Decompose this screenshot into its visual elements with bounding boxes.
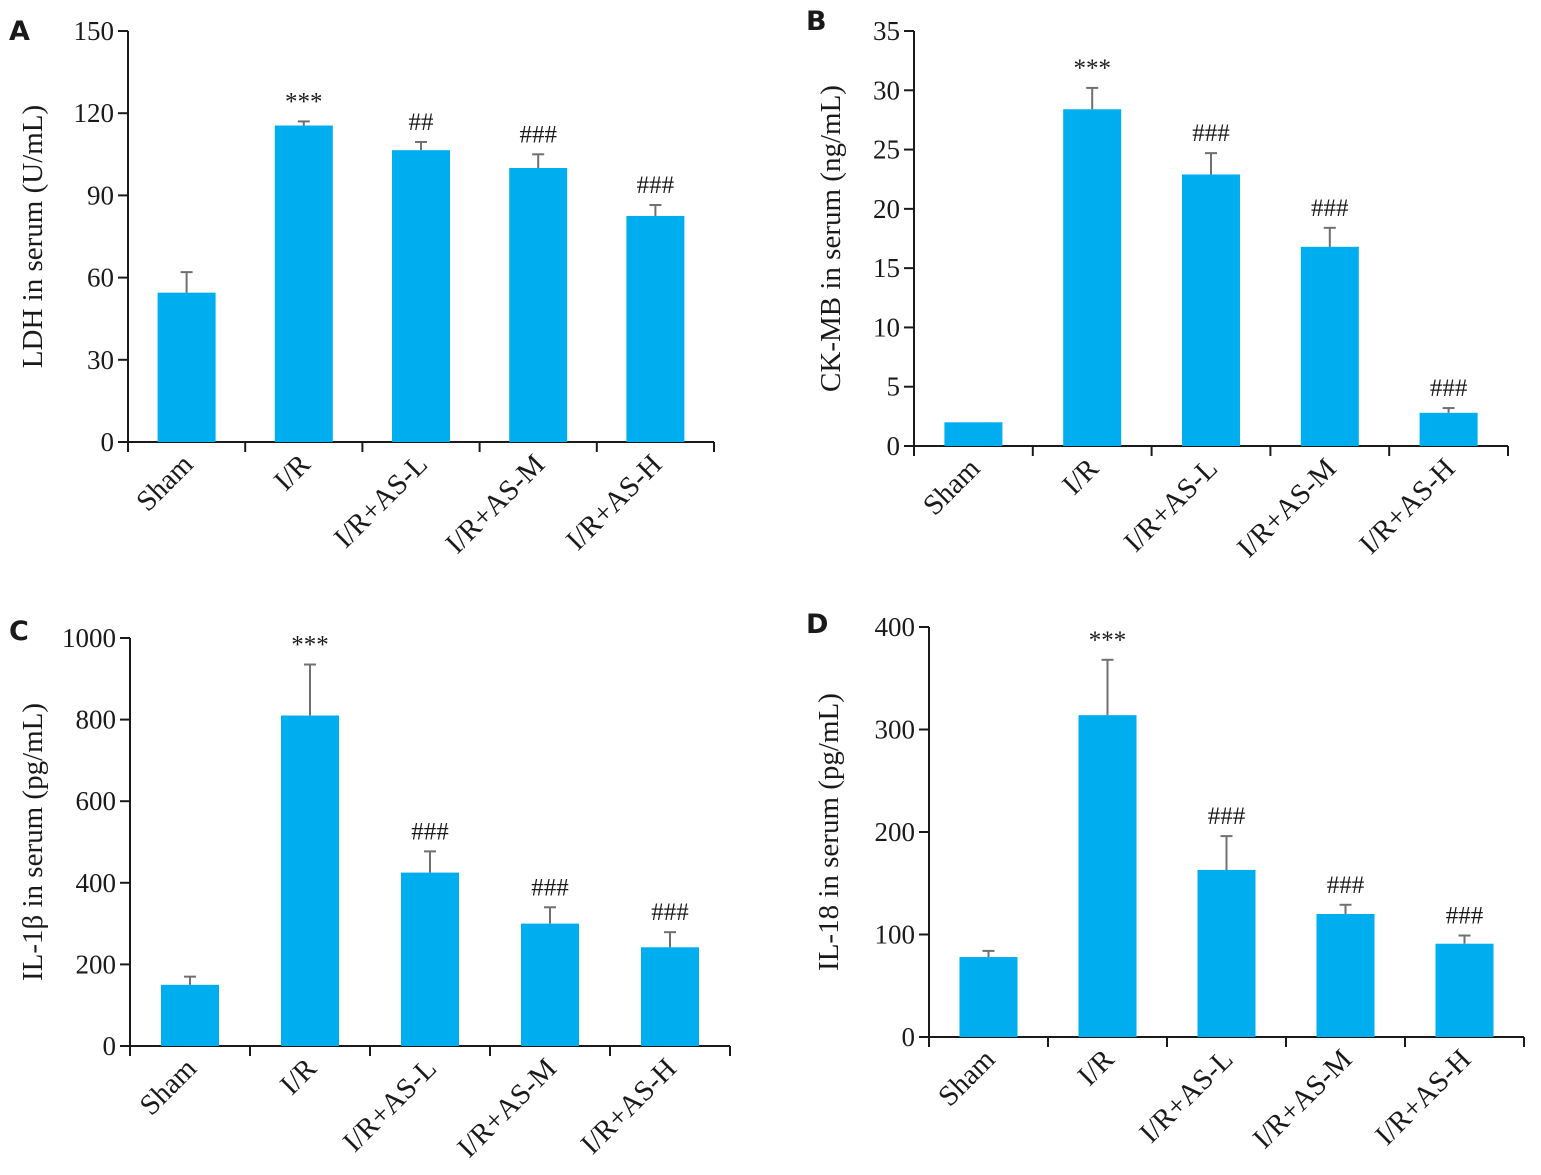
panel-letter: B xyxy=(806,6,827,37)
significance-label: ### xyxy=(637,172,675,199)
y-tick-label: 150 xyxy=(74,16,115,46)
category-label: Sham xyxy=(134,1052,204,1122)
category-label: I/R+AS-L xyxy=(337,1052,443,1158)
category-label: I/R+AS-M xyxy=(1247,1043,1359,1155)
bar-i-r xyxy=(1078,715,1137,1037)
significance-label: ### xyxy=(1208,803,1246,830)
y-axis-title: CK-MB in serum (ng/mL) xyxy=(815,85,847,392)
category-label: I/R+AS-L xyxy=(328,448,434,554)
y-tick-label: 800 xyxy=(76,705,117,735)
category-label: I/R+AS-L xyxy=(1118,452,1224,558)
bar-sham xyxy=(959,957,1018,1037)
y-tick-label: 200 xyxy=(875,817,916,847)
bar-i-r-as-h xyxy=(626,215,685,442)
y-tick-label: 30 xyxy=(87,345,114,375)
bar-i-r-as-l xyxy=(1197,869,1256,1037)
y-axis-title: LDH in serum (U/mL) xyxy=(17,105,49,368)
significance-label: ### xyxy=(1446,903,1484,930)
y-tick-label: 400 xyxy=(875,612,916,642)
significance-label: *** xyxy=(1089,627,1127,654)
bar-i-r-as-l xyxy=(392,150,450,442)
bar-i-r-as-l xyxy=(1182,174,1240,446)
significance-label: ### xyxy=(531,874,569,901)
y-tick-label: 0 xyxy=(101,427,115,457)
category-label: I/R xyxy=(274,1052,323,1101)
y-tick-label: 60 xyxy=(87,263,114,293)
y-tick-label: 120 xyxy=(74,98,115,128)
bar-sham xyxy=(161,984,219,1046)
y-tick-label: 5 xyxy=(887,372,901,402)
chart-panel-b: B 0 5 10 15 20 25 30 35 CK-MB in serum (ng/mL) Sha… xyxy=(806,6,1509,564)
y-tick-label: 100 xyxy=(875,920,916,950)
significance-label: ### xyxy=(1327,872,1365,899)
significance-label: ### xyxy=(1430,375,1468,402)
y-tick-label: 35 xyxy=(873,16,900,46)
category-label: I/R+AS-H xyxy=(575,1052,683,1160)
significance-label: ### xyxy=(651,899,689,926)
category-label: I/R+AS-M xyxy=(439,448,551,560)
y-tick-label: 300 xyxy=(875,715,916,745)
y-tick-label: 0 xyxy=(887,431,901,461)
category-label: Sham xyxy=(917,452,987,522)
bar-i-r-as-m xyxy=(521,923,579,1046)
significance-label: ### xyxy=(1192,120,1230,147)
bar-i-r-as-l xyxy=(401,872,459,1046)
bar-i-r-as-m xyxy=(1300,246,1359,446)
bar-sham xyxy=(944,422,1003,446)
y-tick-label: 25 xyxy=(873,135,900,165)
bar-i-r-as-m xyxy=(509,168,568,442)
bar-i-r-as-h xyxy=(641,947,699,1046)
category-label: I/R+AS-M xyxy=(451,1052,563,1164)
y-axis-title: IL-1β in serum (pg/mL) xyxy=(17,703,49,981)
y-tick-label: 10 xyxy=(873,312,900,342)
y-tick-label: 20 xyxy=(873,194,900,224)
y-axis-title: IL-18 in serum (pg/mL) xyxy=(813,693,845,971)
category-label: I/R xyxy=(268,448,317,497)
significance-label: ### xyxy=(411,818,449,845)
y-tick-label: 90 xyxy=(87,180,114,210)
y-tick-label: 0 xyxy=(902,1022,916,1052)
y-tick-label: 15 xyxy=(873,253,900,283)
category-label: Sham xyxy=(932,1043,1002,1113)
category-label: Sham xyxy=(130,448,200,518)
significance-label: ## xyxy=(409,109,435,136)
category-label: I/R+AS-L xyxy=(1133,1043,1239,1149)
bar-i-r xyxy=(281,715,339,1046)
bar-i-r-as-m xyxy=(1316,914,1375,1037)
y-tick-label: 30 xyxy=(873,75,900,105)
category-label: I/R xyxy=(1056,452,1105,501)
category-label: I/R+AS-H xyxy=(1353,452,1461,560)
panel-letter: C xyxy=(9,616,29,647)
y-tick-label: 600 xyxy=(76,786,117,816)
significance-label: *** xyxy=(1073,55,1111,82)
category-label: I/R xyxy=(1072,1043,1121,1092)
significance-label: ### xyxy=(519,121,557,148)
panel-letter: A xyxy=(9,16,30,47)
category-label: I/R+AS-M xyxy=(1231,452,1343,564)
y-tick-label: 0 xyxy=(103,1031,117,1061)
significance-label: ### xyxy=(1311,195,1349,222)
bar-i-r-as-h xyxy=(1419,412,1478,446)
y-tick-label: 400 xyxy=(76,868,117,898)
category-label: I/R+AS-H xyxy=(560,448,668,556)
chart-panel-d: D 0 100 200 300 400 IL-18 in serum (pg/mL) Sham… xyxy=(806,609,1525,1155)
bar-sham xyxy=(157,292,216,442)
bar-i-r-as-h xyxy=(1435,943,1494,1037)
chart-panel-a: A 0 30 60 90 120 150 LDH in serum (U/mL) Sham ***… xyxy=(9,16,715,560)
panel-letter: D xyxy=(806,609,828,640)
y-tick-label: 200 xyxy=(76,949,117,979)
bar-i-r xyxy=(274,125,333,442)
significance-label: *** xyxy=(291,632,329,659)
chart-panel-c: C 0 200 400 600 800 1000 IL-1β in serum (pg/mL)… xyxy=(9,616,731,1164)
bar-i-r xyxy=(1063,109,1122,446)
category-label: I/R+AS-H xyxy=(1369,1043,1477,1151)
y-tick-label: 1000 xyxy=(62,623,116,653)
significance-label: *** xyxy=(285,88,323,115)
